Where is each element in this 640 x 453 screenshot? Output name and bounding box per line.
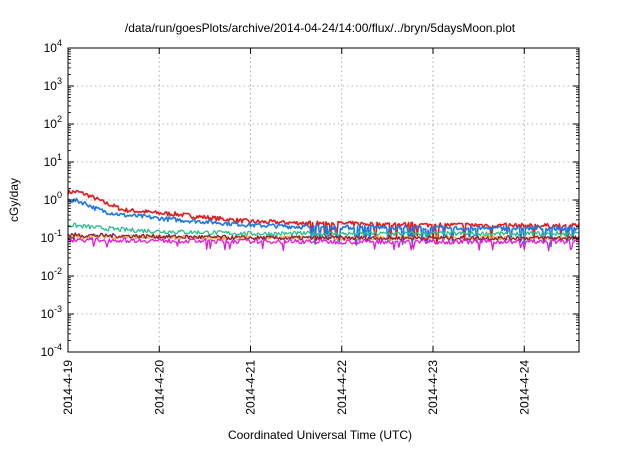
x-axis-label: Coordinated Universal Time (UTC) [227, 428, 413, 442]
y-axis-label: cGy/day [7, 178, 21, 222]
y-tick-label: 10-3 [41, 304, 62, 321]
x-tick-label: 2014-4-24 [517, 360, 531, 415]
series-line-2 [67, 197, 580, 248]
y-tick-label: 100 [44, 190, 62, 207]
series-line-6 [67, 237, 580, 252]
series-line-5 [67, 232, 580, 241]
x-tick-label: 2014-4-22 [335, 360, 349, 415]
x-tick-label: 2014-4-20 [152, 360, 166, 415]
x-tick-label: 2014-4-23 [426, 360, 440, 415]
x-tick-label: 2014-4-21 [244, 360, 258, 415]
y-tick-label: 103 [44, 76, 62, 93]
chart-title: /data/run/goesPlots/archive/2014-04-24/1… [124, 21, 516, 35]
y-tick-label: 10-2 [41, 266, 62, 283]
y-tick-label: 10-1 [41, 228, 62, 245]
y-tick-label: 10-4 [41, 342, 62, 359]
y-tick-label: 101 [44, 152, 62, 169]
y-tick-label: 104 [44, 38, 62, 55]
x-tick-label: 2014-4-19 [61, 360, 75, 415]
y-tick-label: 102 [44, 114, 62, 131]
series-line-3 [67, 222, 580, 237]
